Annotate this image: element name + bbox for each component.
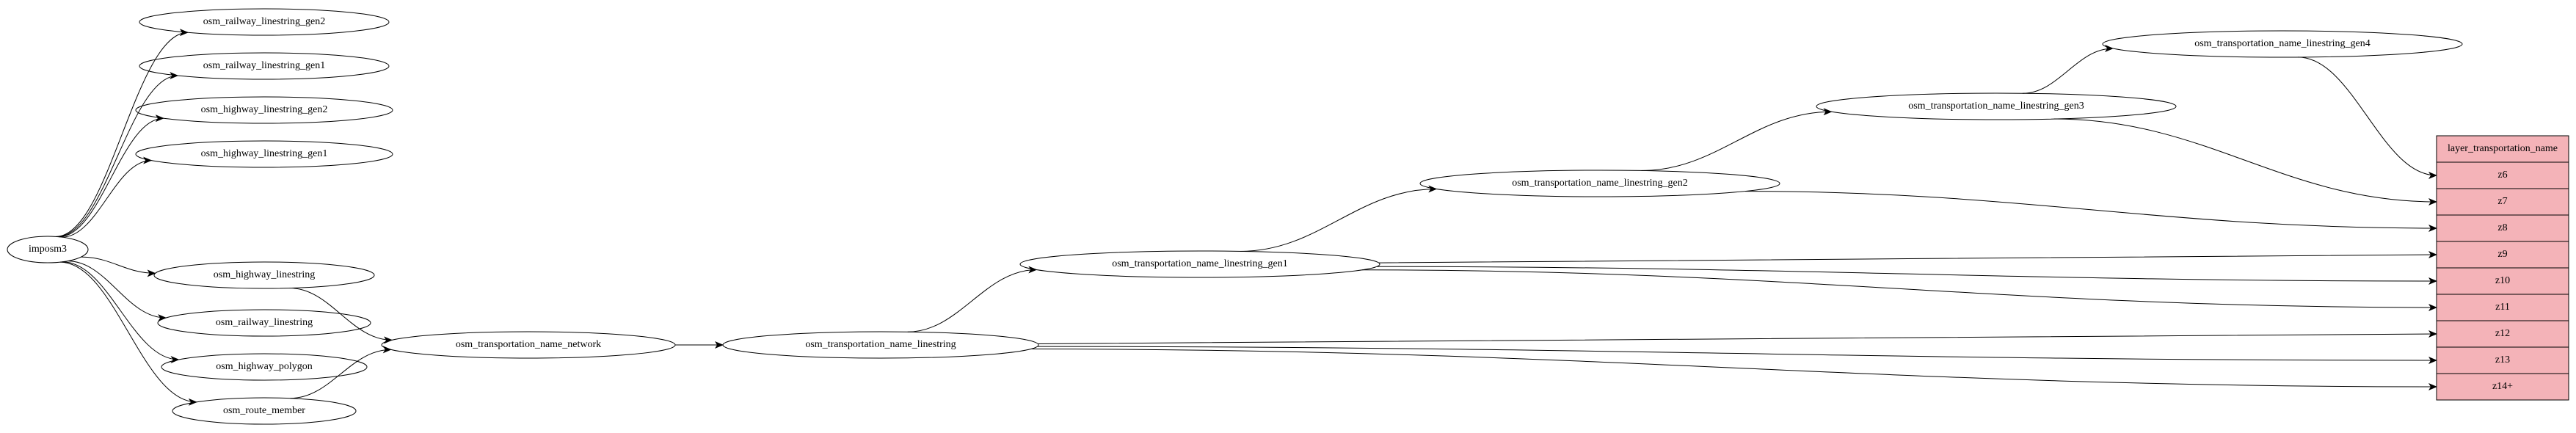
node-name_gen3: osm_transportation_name_linestring_gen3 [1816, 93, 2176, 120]
table-row-z14+: z14+ [2492, 381, 2513, 392]
node-label-name_network: osm_transportation_name_network [456, 339, 601, 350]
node-rail_line: osm_railway_linestring [158, 310, 371, 336]
edge [1745, 192, 2437, 228]
node-rail_gen1: osm_railway_linestring_gen1 [139, 53, 389, 79]
node-label-imposm3: imposm3 [29, 244, 67, 255]
dependency-graph: imposm3 osm_railway_linestring_gen2 osm_ra… [0, 0, 2576, 433]
node-hwy_gen2: osm_highway_linestring_gen2 [136, 97, 393, 123]
edge [56, 32, 188, 236]
node-label-rail_gen1: osm_railway_linestring_gen1 [203, 60, 325, 71]
edge [908, 269, 1037, 332]
node-imposm3: imposm3 [7, 236, 88, 263]
edge [1362, 270, 2437, 308]
node-hwy_gen1: osm_highway_linestring_gen1 [136, 141, 393, 167]
edge [2298, 57, 2437, 175]
edge [2023, 48, 2113, 93]
edge [1642, 112, 1832, 170]
edge [1038, 346, 2437, 360]
node-label-name_gen2: osm_transportation_name_linestring_gen2 [1512, 178, 1688, 189]
node-label-hwy_line: osm_highway_linestring [214, 269, 315, 280]
node-hwy_line: osm_highway_linestring [154, 262, 374, 288]
table-row-z12: z12 [2495, 328, 2510, 339]
node-rail_gen2: osm_railway_linestring_gen2 [139, 9, 389, 35]
node-name_gen1: osm_transportation_name_linestring_gen1 [1020, 251, 1380, 277]
node-label-rail_gen2: osm_railway_linestring_gen2 [203, 16, 325, 27]
node-label-name_line: osm_transportation_name_linestring [805, 339, 956, 350]
edge [62, 262, 179, 360]
node-route_member: osm_route_member [172, 398, 356, 424]
nodes: imposm3 osm_railway_linestring_gen2 osm_ra… [7, 9, 2462, 424]
table: layer_transportation_name z6 z7 z8 z9 z10 z11 z… [2437, 136, 2569, 400]
node-name_network: osm_transportation_name_network [382, 332, 675, 358]
node-label-rail_line: osm_railway_linestring [216, 317, 313, 328]
node-label-hwy_gen2: osm_highway_linestring_gen2 [201, 104, 328, 115]
table-row-z7: z7 [2497, 196, 2507, 207]
edge [59, 118, 164, 237]
node-name_gen2: osm_transportation_name_linestring_gen2 [1420, 170, 1780, 197]
table-row-z6: z6 [2497, 170, 2507, 181]
table-row-z8: z8 [2497, 222, 2507, 233]
edges [56, 32, 2437, 402]
node-name_gen4: osm_transportation_name_linestring_gen4 [2103, 31, 2462, 57]
node-label-hwy_poly: osm_highway_polygon [216, 361, 312, 372]
edge [2054, 119, 2437, 202]
table-row-z9: z9 [2497, 249, 2507, 260]
edge [291, 349, 391, 398]
edge [57, 76, 178, 237]
node-label-hwy_gen1: osm_highway_linestring_gen1 [201, 148, 328, 159]
edge [1379, 255, 2437, 263]
node-label-name_gen1: osm_transportation_name_linestring_gen1 [1112, 258, 1288, 269]
edge [1240, 189, 1436, 251]
table-row-z11: z11 [2495, 302, 2510, 313]
edge [68, 261, 166, 318]
table-row-z10: z10 [2495, 275, 2510, 286]
node-label-name_gen4: osm_transportation_name_linestring_gen4 [2194, 38, 2371, 49]
edge [1377, 266, 2437, 281]
node-label-route_member: osm_route_member [223, 405, 305, 416]
node-hwy_poly: osm_highway_polygon [161, 354, 367, 380]
node-label-name_gen3: osm_transportation_name_linestring_gen3 [1908, 101, 2084, 112]
edge [1031, 349, 2437, 387]
node-name_line: osm_transportation_name_linestring [723, 332, 1038, 358]
edge [1038, 334, 2437, 343]
table-header: layer_transportation_name [2448, 143, 2558, 154]
edge [81, 257, 156, 273]
table-row-z13: z13 [2495, 354, 2510, 365]
